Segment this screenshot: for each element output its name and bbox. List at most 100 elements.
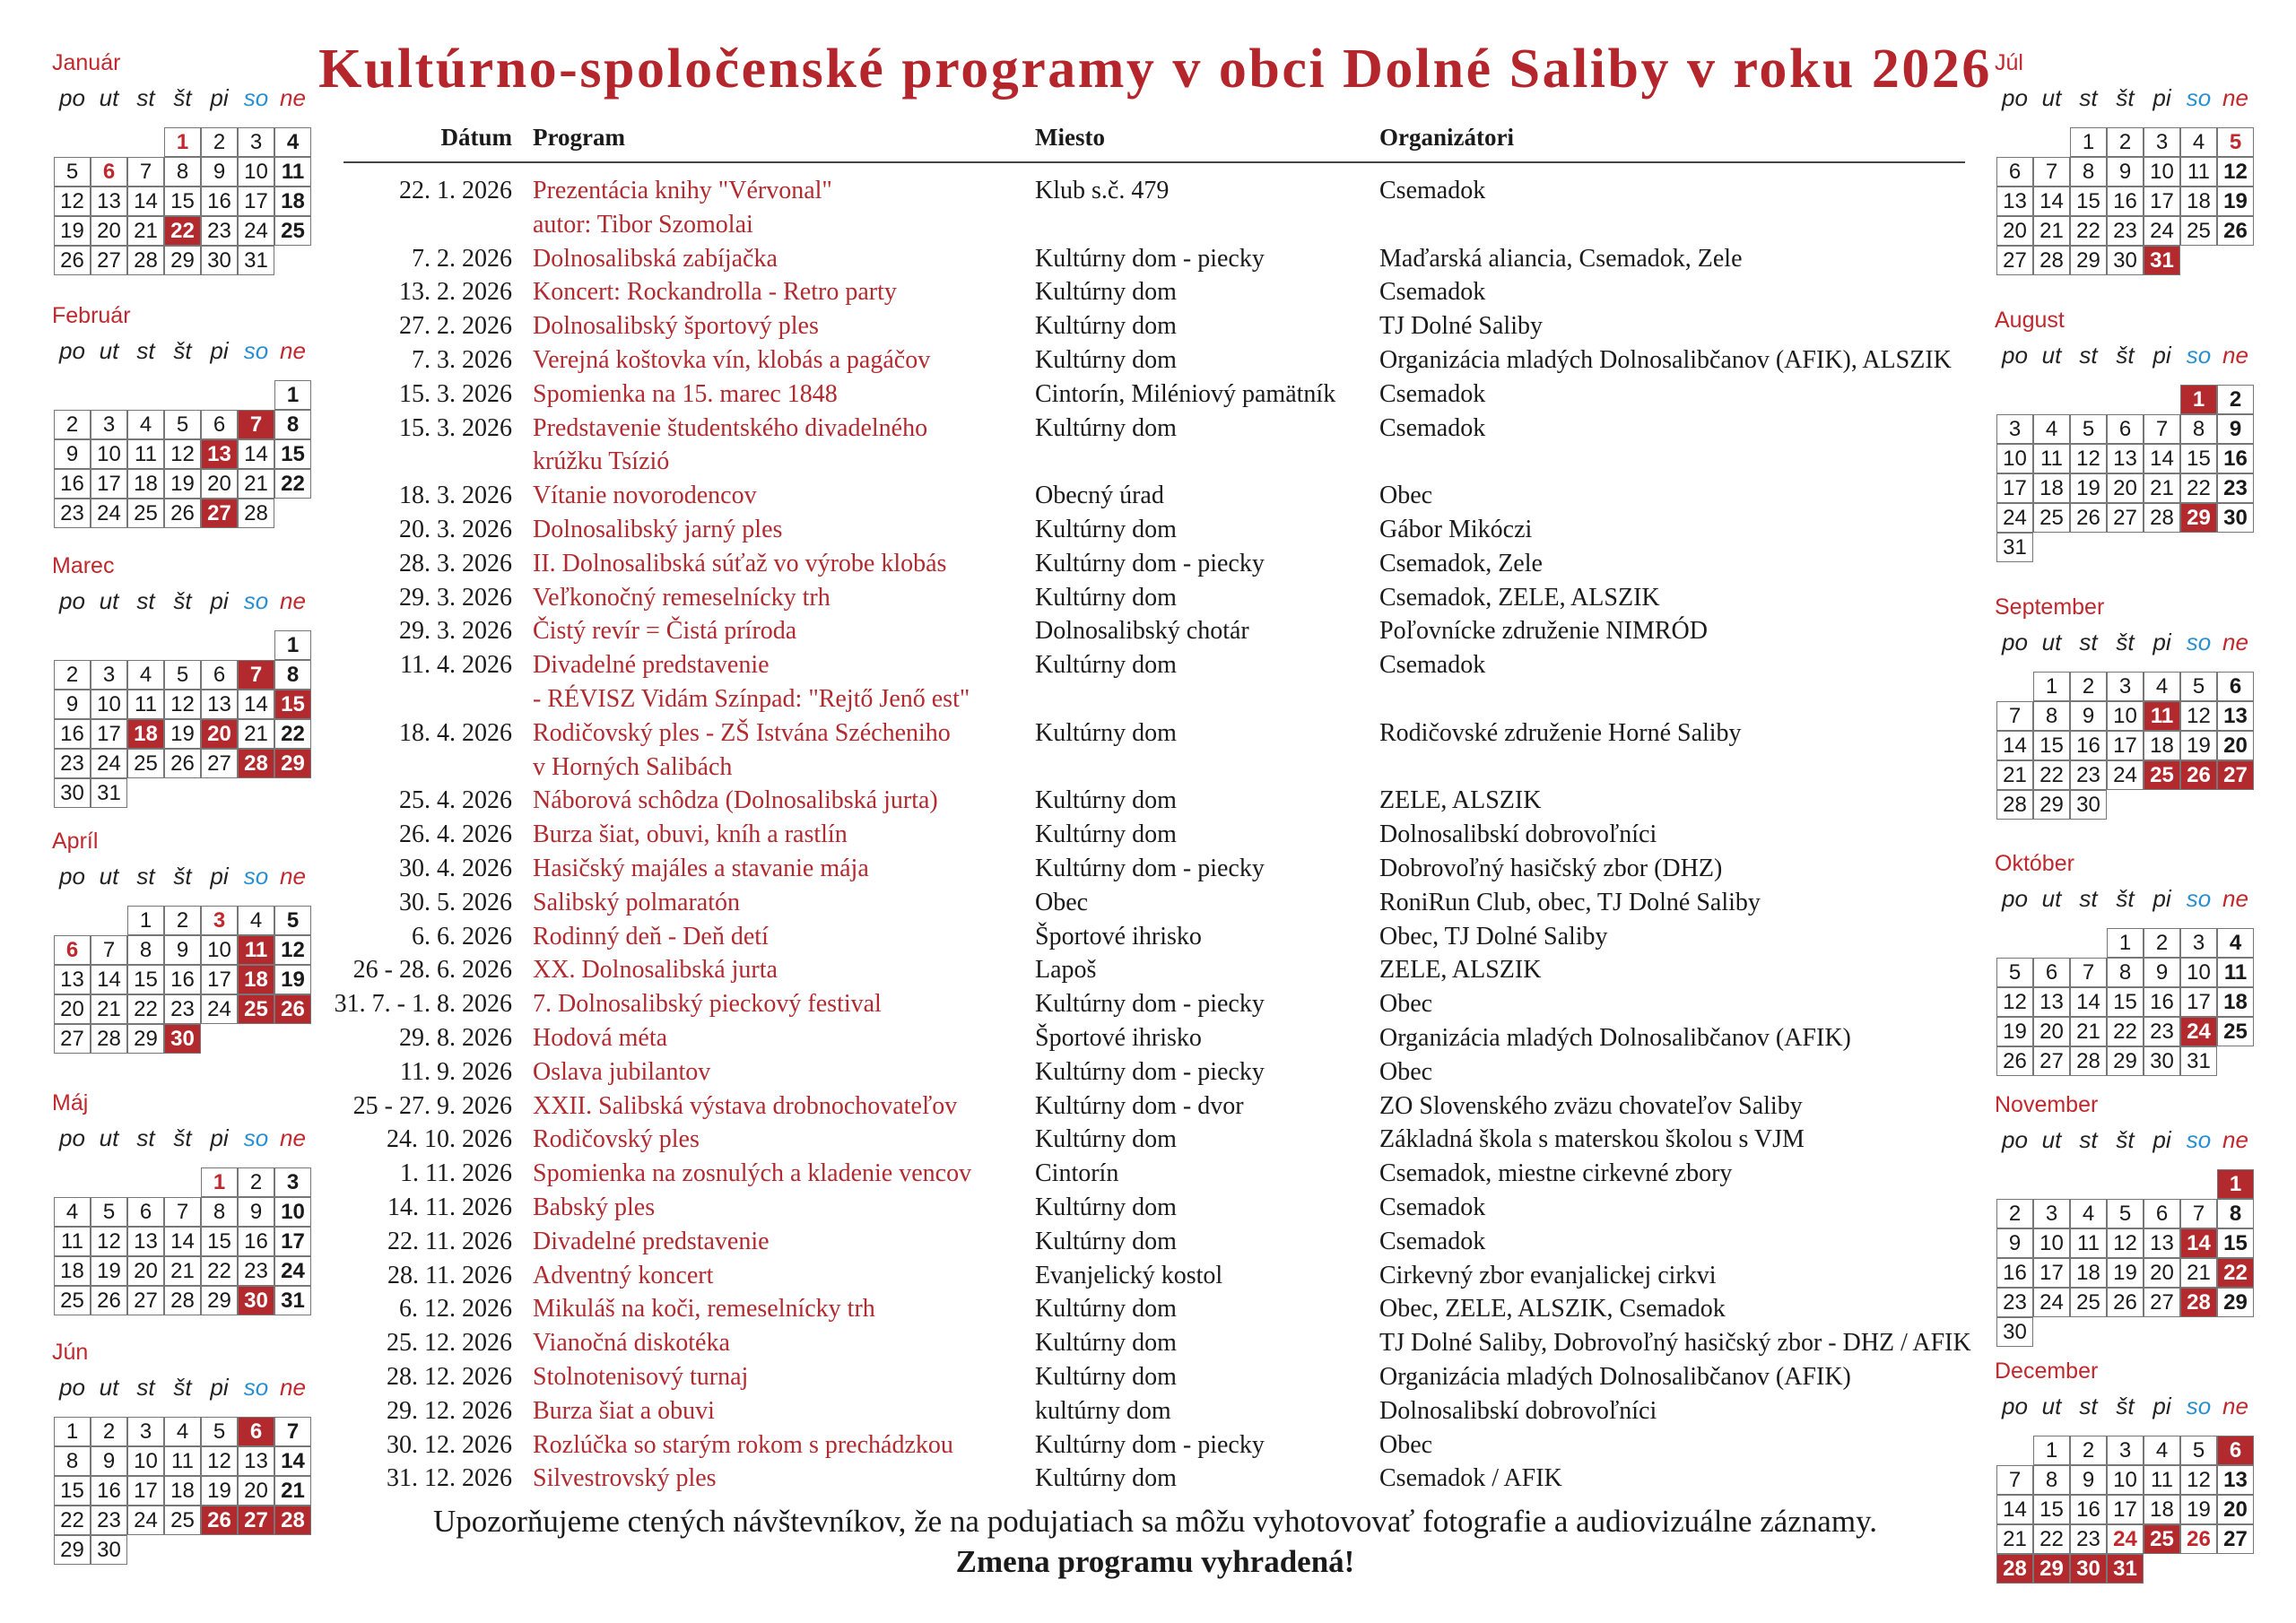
- calendar-day: 6: [2033, 958, 2070, 987]
- calendar-day: 3: [91, 660, 127, 690]
- weekday: pi: [210, 84, 229, 111]
- calendar-day: 12: [164, 439, 201, 469]
- calendar-day: 12: [54, 187, 91, 216]
- weekday: po: [2002, 1126, 2028, 1153]
- calendar-day: 9: [54, 690, 91, 719]
- calendar-day: 5: [2180, 1436, 2217, 1465]
- calendar-day: 16: [2070, 1495, 2107, 1524]
- calendar-day: 3: [91, 410, 127, 439]
- date: 29. 3. 2026: [399, 617, 512, 646]
- calendar-day: 21: [127, 216, 164, 246]
- calendar-day: 1: [201, 1167, 238, 1197]
- calendar-day: 8: [2070, 157, 2107, 187]
- calendar-day: 13: [201, 690, 238, 719]
- month-name: Február: [52, 303, 131, 328]
- month-name: Apríl: [52, 829, 99, 854]
- calendar-day: 3: [2144, 127, 2180, 157]
- calendar-day: 3: [127, 1417, 164, 1446]
- program: Divadelné predstavenie: [533, 651, 770, 680]
- program: Verejná koštovka vín, klobás a pagáčov: [533, 346, 931, 374]
- calendar-day: 28: [127, 246, 164, 275]
- weekday: št: [173, 84, 192, 111]
- calendar-day: 26: [164, 749, 201, 778]
- date: 7. 2. 2026: [412, 244, 512, 273]
- calendar-day: 9: [54, 439, 91, 469]
- calendar-day: 20: [2144, 1258, 2180, 1288]
- calendar-day: 1: [274, 630, 311, 660]
- program: Veľkonočný remeselnícky trh: [533, 583, 831, 612]
- calendar-day: 2: [1996, 1199, 2033, 1228]
- weekday: ne: [2222, 885, 2248, 912]
- calendar-day: 14: [274, 1446, 311, 1476]
- calendar-day: 26: [2180, 1524, 2217, 1554]
- calendar-day: 11: [274, 157, 311, 187]
- calendar-day: 23: [54, 749, 91, 778]
- calendar-day: 4: [2180, 127, 2217, 157]
- weekday: st: [2079, 1393, 2098, 1419]
- program: Babský ples: [533, 1193, 656, 1221]
- calendar-day: 29: [201, 1286, 238, 1315]
- calendar-day: 16: [2107, 187, 2144, 216]
- calendar-day: 14: [238, 690, 274, 719]
- calendar-day: 1: [2217, 1169, 2254, 1199]
- weekday: ut: [99, 337, 119, 364]
- calendar-day: 19: [54, 216, 91, 246]
- place: Kultúrny dom: [1035, 1125, 1177, 1154]
- calendar-day: 15: [274, 439, 311, 469]
- calendar-day: 23: [2107, 216, 2144, 246]
- program: Salibský polmaratón: [533, 888, 740, 916]
- calendar-day: 8: [201, 1197, 238, 1227]
- calendar-day: 7: [127, 157, 164, 187]
- calendar-day: 31: [2107, 1554, 2144, 1584]
- place: Športové ihrisko: [1035, 1024, 1202, 1052]
- calendar-day: 11: [2070, 1228, 2107, 1258]
- calendar-day: 5: [274, 906, 311, 935]
- calendar-day: 30: [2070, 1554, 2107, 1584]
- calendar-day: 14: [2070, 987, 2107, 1017]
- program: Dolnosalibský jarný ples: [533, 516, 783, 543]
- program: autor: Tibor Szomolai: [533, 210, 753, 239]
- calendar-day: 17: [91, 719, 127, 749]
- calendar-day: 18: [127, 469, 164, 499]
- calendar-day: 15: [201, 1227, 238, 1256]
- calendar-day: 26: [2180, 760, 2217, 790]
- program: Hasičský majáles a stavanie mája: [533, 855, 869, 882]
- calendar-day: 23: [1996, 1288, 2033, 1317]
- calendar-day: 8: [54, 1446, 91, 1476]
- calendar-day: 7: [2180, 1199, 2217, 1228]
- calendar-day: 6: [1996, 157, 2033, 187]
- weekday: ut: [99, 84, 119, 111]
- weekday: ne: [2222, 629, 2248, 655]
- weekday: pi: [210, 337, 229, 364]
- program: Oslava jubilantov: [533, 1057, 711, 1086]
- calendar-day: 17: [2107, 1495, 2144, 1524]
- calendar-day: 5: [2180, 672, 2217, 701]
- calendar-day: 27: [2033, 1046, 2070, 1076]
- calendar-day: 15: [127, 965, 164, 994]
- calendar-day: 16: [201, 187, 238, 216]
- calendar-day: 26: [91, 1286, 127, 1315]
- calendar-day: 29: [2217, 1288, 2254, 1317]
- weekday: ut: [99, 863, 119, 890]
- calendar-day: 7: [2033, 157, 2070, 187]
- calendar-day: 28: [2070, 1046, 2107, 1076]
- calendar-day: 4: [238, 906, 274, 935]
- weekday: št: [2116, 342, 2135, 369]
- calendar-day: 11: [2144, 1465, 2180, 1495]
- calendar-day: 1: [274, 380, 311, 410]
- date: 14. 11. 2026: [387, 1193, 512, 1221]
- weekday: so: [2186, 629, 2212, 655]
- calendar-day: 19: [274, 965, 311, 994]
- calendar-day: 17: [274, 1227, 311, 1256]
- calendar-day: 3: [2033, 1199, 2070, 1228]
- organizer: Csemadok, miestne cirkevné zbory: [1379, 1159, 1733, 1188]
- place: Kultúrny dom: [1035, 346, 1177, 374]
- place: Evanjelický kostol: [1035, 1261, 1223, 1289]
- calendar-day: 5: [1996, 958, 2033, 987]
- calendar-day: 12: [2070, 444, 2107, 473]
- place: Kultúrny dom - piecky: [1035, 855, 1265, 882]
- calendar-day: 27: [2217, 1524, 2254, 1554]
- weekday: st: [136, 863, 155, 890]
- calendar-day: 17: [238, 187, 274, 216]
- calendar-day: 29: [2033, 790, 2070, 820]
